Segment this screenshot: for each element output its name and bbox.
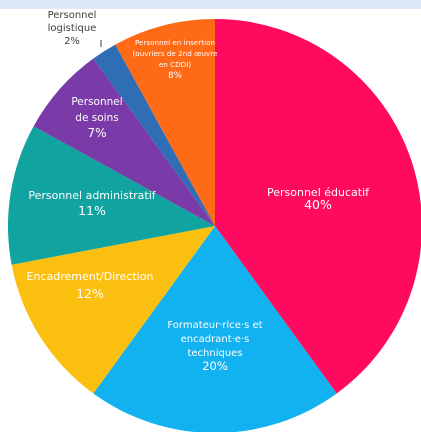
slice-label: Personnel éducatif 40%	[267, 186, 370, 212]
slice-value-label: 12%	[76, 286, 104, 301]
slice-label: Personnel logistique 2%	[48, 10, 97, 47]
slice-label: Personnel administratif 11%	[28, 189, 156, 218]
pie-slice	[33, 58, 215, 226]
pie-slice	[93, 226, 337, 432]
pie-slice	[115, 18, 215, 226]
slice-name-label: en CDDI)	[159, 60, 191, 69]
slice-value-label: 40%	[304, 197, 332, 212]
slice-name-label: techniques	[187, 348, 242, 359]
slice-value-label: 2%	[64, 36, 80, 47]
slice-value-label: 8%	[168, 71, 182, 81]
pie-slice	[215, 19, 421, 394]
slice-value-label: 20%	[202, 359, 228, 373]
slice-name-label: logistique	[48, 23, 97, 34]
slice-label: Personnel de soins 7%	[71, 96, 122, 140]
slice-value-label: 11%	[78, 203, 106, 218]
slice-value-label: 7%	[87, 126, 106, 140]
slice-label: Personnel en insertion (ouvriers de 2nd œ…	[133, 38, 219, 81]
pie-slice	[11, 226, 216, 394]
pie-slice	[93, 44, 215, 226]
slice-name-label: Personnel administratif	[28, 189, 156, 202]
slice-name-label: encadrant·e·s	[181, 334, 250, 345]
slice-name-label: Personnel en insertion	[135, 38, 215, 47]
slice-label: Formateur·rice·s et encadrant·e·s techniqu…	[167, 320, 262, 373]
pie-slice	[8, 126, 215, 265]
slice-label: Encadrement/Direction 12%	[27, 270, 154, 301]
slice-name-label: Personnel	[48, 10, 97, 21]
slice-name-label: Personnel	[71, 96, 122, 108]
slice-name-label: Personnel éducatif	[267, 186, 370, 199]
slice-name-label: (ouvriers de 2nd œuvre	[133, 49, 219, 58]
slice-name-label: Formateur·rice·s et	[167, 320, 262, 331]
slice-name-label: de soins	[75, 112, 118, 124]
slice-name-label: Encadrement/Direction	[27, 270, 154, 283]
header-band	[0, 0, 421, 9]
